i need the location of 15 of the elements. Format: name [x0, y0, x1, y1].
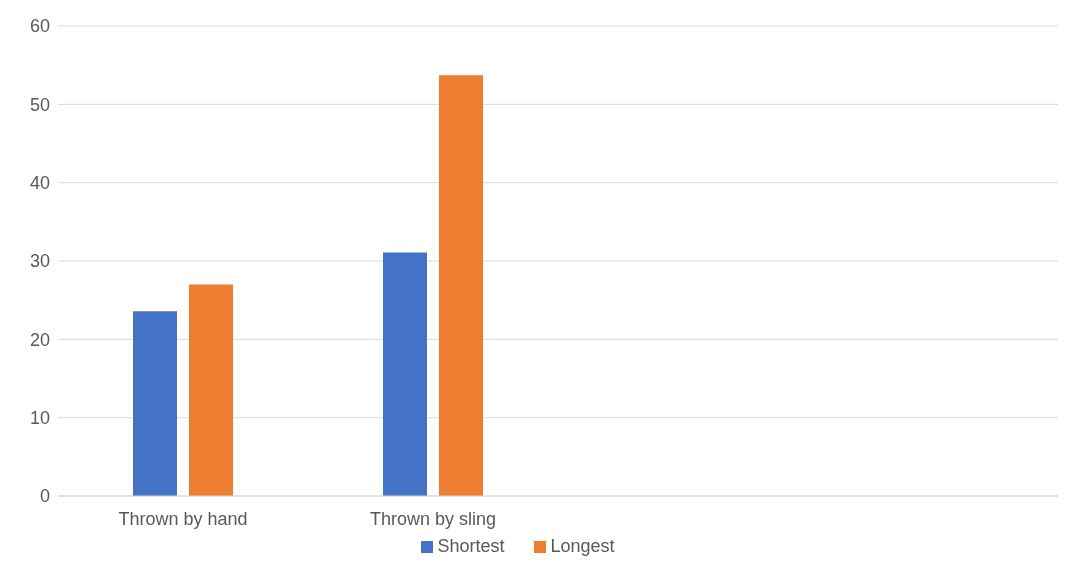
y-tick-label: 40	[29, 173, 50, 194]
y-tick-label: 20	[29, 329, 50, 350]
y-tick-label: 50	[29, 94, 50, 115]
bar	[439, 75, 483, 496]
bar	[133, 311, 177, 496]
bar	[383, 252, 427, 496]
bar	[189, 284, 233, 496]
legend-label: Shortest	[437, 536, 505, 556]
legend-label: Longest	[550, 536, 615, 556]
y-tick-label: 30	[29, 251, 50, 272]
x-tick-label: Thrown by hand	[118, 508, 248, 529]
y-tick-label: 0	[39, 486, 50, 507]
y-tick-label: 10	[29, 408, 50, 429]
y-tick-label: 60	[29, 16, 50, 37]
x-tick-label: Thrown by sling	[369, 508, 497, 529]
